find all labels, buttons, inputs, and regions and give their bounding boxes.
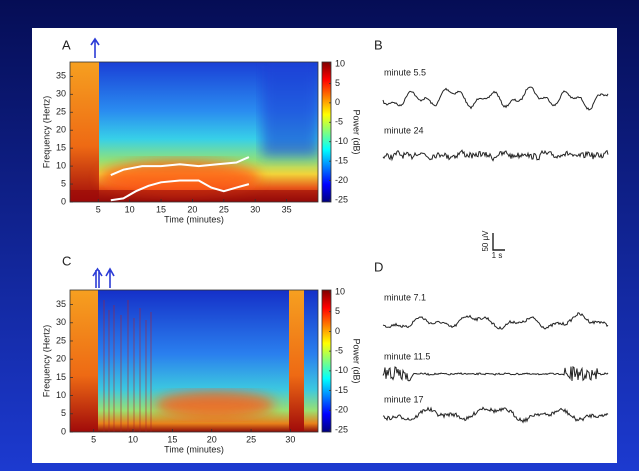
colorbar-tick-label: -10 bbox=[335, 136, 348, 146]
x-tick-label: 25 bbox=[246, 434, 256, 444]
y-tick-label: 0 bbox=[61, 426, 66, 436]
x-tick-label: 20 bbox=[187, 204, 197, 214]
x-tick-label: 30 bbox=[250, 204, 260, 214]
frequency-line bbox=[110, 156, 250, 177]
scale-amplitude: 50 μV bbox=[481, 230, 490, 252]
x-tick-label: 30 bbox=[285, 434, 295, 444]
eeg-trace bbox=[382, 149, 609, 162]
spectrogram-a: A 5 10 15 20 25 30 35 0 5 10 15 20 25 30 35 10 5 0 -5 -10 -15… bbox=[41, 37, 361, 224]
eeg-trace bbox=[382, 366, 609, 382]
colorbar bbox=[322, 62, 331, 202]
colorbar-tick-label: 10 bbox=[335, 286, 345, 296]
trace-label: minute 7.1 bbox=[384, 292, 426, 302]
y-tick-label: 35 bbox=[56, 299, 66, 309]
x-axis-label: Time (minutes) bbox=[164, 214, 224, 224]
colorbar-label: Power (dB) bbox=[352, 338, 362, 383]
trace-label: minute 24 bbox=[384, 125, 424, 135]
colorbar-tick-label: 5 bbox=[335, 306, 340, 316]
y-axis-label: Frequency (Hertz) bbox=[41, 96, 51, 169]
panel-label: A bbox=[62, 37, 71, 52]
y-tick-label: 15 bbox=[56, 372, 66, 382]
x-tick-label: 10 bbox=[128, 434, 138, 444]
spectrogram-c: C 5 10 15 20 25 30 0 5 10 15 20 25 30 35 10 5 0 -5 -10 -15 -2… bbox=[41, 253, 361, 454]
y-tick-label: 15 bbox=[56, 143, 66, 153]
y-tick-label: 10 bbox=[56, 390, 66, 400]
x-axis-label: Time (minutes) bbox=[164, 444, 224, 454]
x-tick-label: 20 bbox=[207, 434, 217, 444]
x-tick-label: 5 bbox=[91, 434, 96, 444]
colorbar-tick-label: -5 bbox=[335, 117, 343, 127]
y-tick-label: 5 bbox=[61, 178, 66, 188]
colorbar-tick-label: -15 bbox=[335, 385, 348, 395]
scale-time: 1 s bbox=[492, 251, 503, 260]
colorbar-tick-label: -20 bbox=[335, 405, 348, 415]
y-tick-label: 20 bbox=[56, 354, 66, 364]
spectrogram-image bbox=[70, 290, 318, 432]
x-tick-label: 15 bbox=[167, 434, 177, 444]
x-tick-label: 25 bbox=[219, 204, 229, 214]
colorbar-tick-label: 0 bbox=[335, 326, 340, 336]
spectrogram-image bbox=[70, 62, 318, 202]
colorbar-label: Power (dB) bbox=[352, 109, 362, 154]
x-tick-label: 15 bbox=[156, 204, 166, 214]
colorbar-tick-label: 10 bbox=[335, 58, 345, 68]
colorbar-tick-label: -15 bbox=[335, 156, 348, 166]
colorbar-tick-label: -10 bbox=[335, 365, 348, 375]
y-tick-label: 0 bbox=[61, 196, 66, 206]
y-axis-label: Frequency (Hertz) bbox=[41, 325, 51, 398]
y-tick-label: 30 bbox=[56, 89, 66, 99]
eeg-trace bbox=[382, 86, 609, 111]
panel-label: C bbox=[62, 253, 71, 268]
panel-label: B bbox=[374, 37, 383, 52]
y-tick-label: 20 bbox=[56, 125, 66, 135]
colorbar-tick-label: 5 bbox=[335, 78, 340, 88]
eeg-trace bbox=[382, 312, 609, 330]
y-tick-label: 35 bbox=[56, 71, 66, 81]
colorbar-tick-label: -20 bbox=[335, 175, 348, 185]
y-tick-label: 25 bbox=[56, 107, 66, 117]
panel-label: D bbox=[374, 259, 383, 274]
colorbar-tick-label: 0 bbox=[335, 97, 340, 107]
y-tick-label: 30 bbox=[56, 317, 66, 327]
trace-label: minute 11.5 bbox=[384, 351, 430, 361]
trace-label: minute 5.5 bbox=[384, 67, 426, 77]
y-tick-label: 10 bbox=[56, 160, 66, 170]
colorbar-tick-label: -25 bbox=[335, 194, 348, 204]
arrow bbox=[90, 37, 100, 58]
y-tick-label: 5 bbox=[61, 408, 66, 418]
colorbar-tick-label: -5 bbox=[335, 346, 343, 356]
frequency-line bbox=[110, 179, 250, 202]
colorbar-tick-label: -25 bbox=[335, 424, 348, 434]
y-tick-label: 25 bbox=[56, 335, 66, 345]
scale-bar: 50 μV 1 s bbox=[481, 230, 505, 260]
x-tick-label: 5 bbox=[96, 204, 101, 214]
arrow bbox=[92, 267, 115, 288]
x-tick-label: 10 bbox=[125, 204, 135, 214]
colorbar bbox=[322, 290, 331, 432]
eeg-trace bbox=[382, 406, 609, 424]
trace-label: minute 17 bbox=[384, 394, 424, 404]
x-tick-label: 35 bbox=[282, 204, 292, 214]
